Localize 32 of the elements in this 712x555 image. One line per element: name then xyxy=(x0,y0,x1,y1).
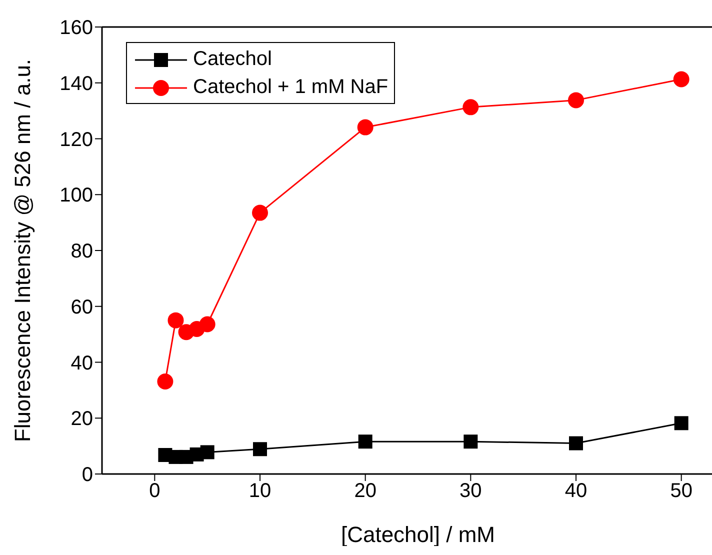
point xyxy=(462,99,479,116)
point xyxy=(168,312,184,328)
x-tick-label: 0 xyxy=(149,480,160,502)
y-tick-label: 60 xyxy=(70,296,93,318)
point xyxy=(673,71,690,88)
y-tick-label: 140 xyxy=(60,72,93,95)
y-tick-label: 120 xyxy=(60,128,93,151)
point xyxy=(199,316,216,332)
x-tick-label: 20 xyxy=(354,480,376,502)
legend-label: Catechol xyxy=(193,48,272,70)
y-tick-label: 20 xyxy=(70,408,93,430)
x-tick-label: 50 xyxy=(670,480,692,502)
x-tick-label: 30 xyxy=(460,480,482,502)
point xyxy=(357,119,374,136)
point xyxy=(464,434,478,449)
x-tick-label: 10 xyxy=(248,480,272,502)
y-tick-label: 40 xyxy=(70,352,93,374)
point xyxy=(200,445,214,460)
point xyxy=(157,374,174,390)
point xyxy=(358,434,372,449)
point xyxy=(252,204,268,221)
point xyxy=(568,92,584,108)
point xyxy=(569,436,583,450)
y-tick-label: 80 xyxy=(70,240,93,263)
point xyxy=(674,416,688,430)
legend-label: Catechol + 1 mM NaF xyxy=(193,76,388,98)
y-axis-title: Fluorescence Intensity @ 526 nm / a.u. xyxy=(10,58,35,442)
y-tick-label: 0 xyxy=(82,464,93,486)
x-tick-label: 40 xyxy=(564,480,588,502)
y-tick-label: 100 xyxy=(60,184,93,207)
y-tick-label: 160 xyxy=(60,17,93,40)
point xyxy=(253,442,267,456)
